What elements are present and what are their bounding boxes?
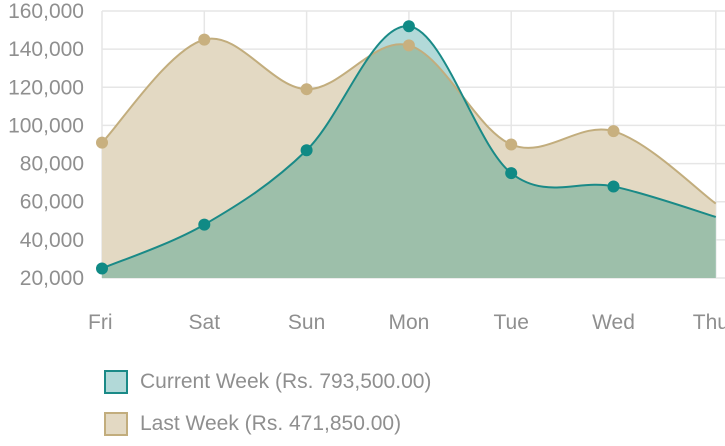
point-last-week bbox=[96, 136, 108, 149]
point-current-week bbox=[505, 167, 518, 180]
x-axis: Fri Sat Sun Mon Tue Wed Thu bbox=[88, 311, 725, 334]
area-layer bbox=[102, 26, 716, 278]
x-tick-label: Sun bbox=[288, 311, 325, 334]
x-tick-label: Sat bbox=[189, 311, 221, 334]
chart-area: 20,000 40,000 60,000 80,000 100,000 120,000 14… bbox=[8, 0, 725, 334]
legend-item-last-week[interactable]: Last Week (Rs. 471,850.00) bbox=[104, 404, 704, 444]
point-layer bbox=[96, 20, 620, 275]
x-tick-label: Mon bbox=[388, 311, 429, 334]
point-last-week bbox=[505, 138, 518, 151]
chart-svg: 20,000 40,000 60,000 80,000 100,000 120,000 14… bbox=[8, 0, 725, 334]
y-tick-label: 20,000 bbox=[20, 267, 84, 290]
point-last-week bbox=[300, 83, 313, 96]
legend-swatch-current-week bbox=[104, 370, 128, 394]
point-current-week bbox=[607, 180, 620, 193]
y-axis: 20,000 40,000 60,000 80,000 100,000 120,000 14… bbox=[8, 0, 84, 290]
legend-swatch-last-week bbox=[104, 412, 128, 436]
point-current-week bbox=[402, 20, 415, 33]
y-tick-label: 140,000 bbox=[8, 38, 84, 61]
y-tick-label: 80,000 bbox=[20, 153, 84, 176]
legend-label-current-week: Current Week (Rs. 793,500.00) bbox=[140, 370, 432, 393]
legend: Current Week (Rs. 793,500.00) Last Week … bbox=[104, 362, 704, 446]
legend-label-last-week: Last Week (Rs. 471,850.00) bbox=[140, 412, 402, 435]
x-tick-label: Thu bbox=[693, 311, 725, 334]
point-current-week bbox=[96, 262, 108, 275]
y-tick-label: 120,000 bbox=[8, 76, 84, 99]
point-last-week bbox=[198, 33, 211, 46]
x-tick-label: Tue bbox=[493, 311, 528, 334]
y-tick-label: 60,000 bbox=[20, 191, 84, 214]
x-tick-label: Fri bbox=[88, 311, 113, 334]
y-tick-label: 100,000 bbox=[8, 114, 84, 137]
legend-item-current-week[interactable]: Current Week (Rs. 793,500.00) bbox=[104, 362, 704, 402]
y-tick-label: 40,000 bbox=[20, 229, 84, 252]
x-tick-label: Wed bbox=[592, 311, 635, 334]
point-last-week bbox=[607, 125, 620, 138]
y-tick-label: 160,000 bbox=[8, 0, 84, 23]
point-current-week bbox=[300, 144, 313, 157]
point-current-week bbox=[198, 218, 211, 231]
point-last-week bbox=[402, 39, 415, 52]
